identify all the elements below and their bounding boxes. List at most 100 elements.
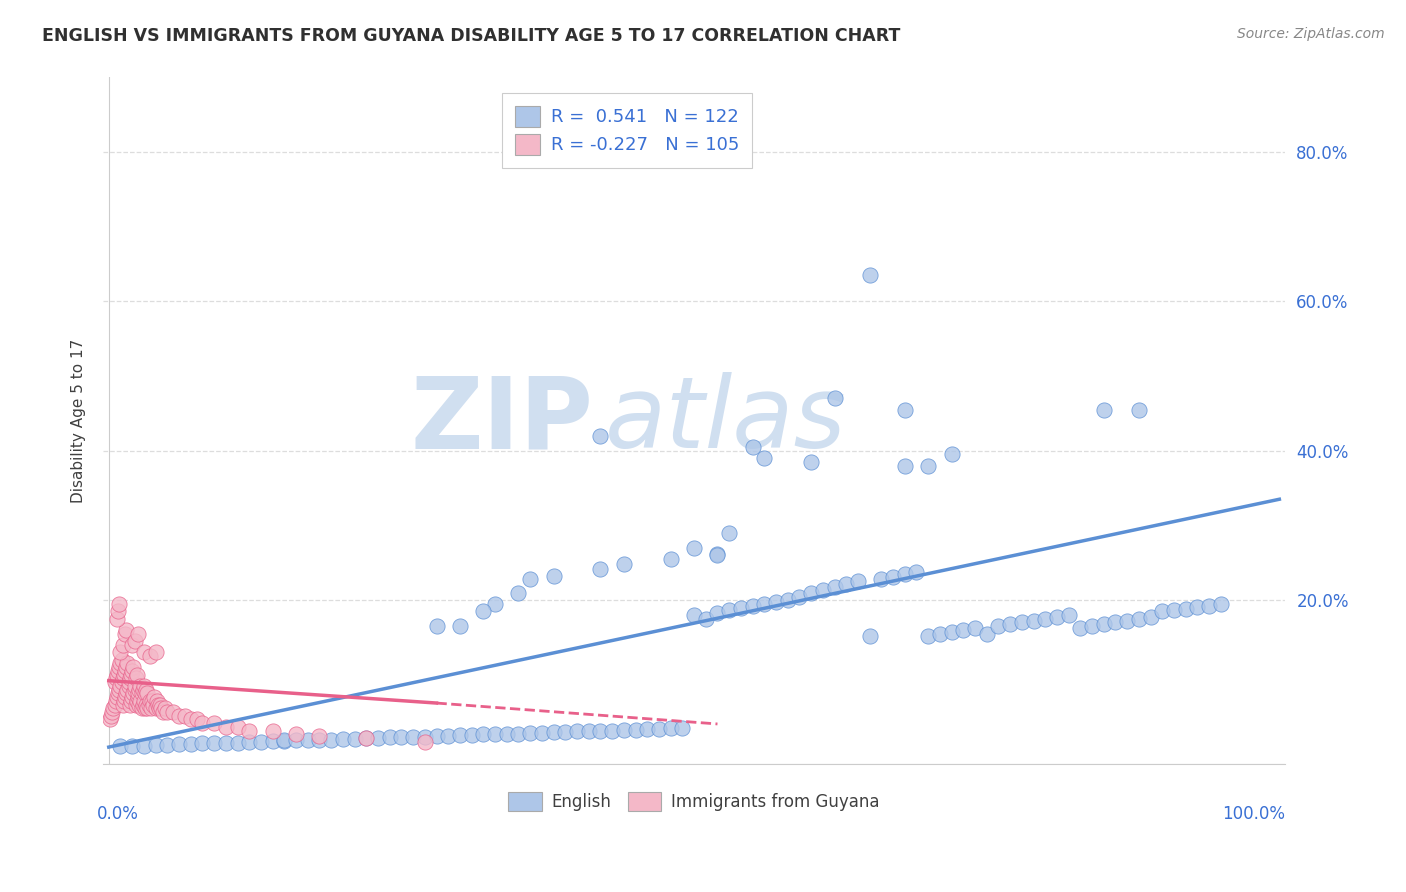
Point xyxy=(332,731,354,746)
Point xyxy=(115,660,138,674)
Point xyxy=(741,599,763,613)
Point xyxy=(132,679,155,693)
Point xyxy=(153,701,176,715)
Point xyxy=(285,733,308,747)
Point xyxy=(191,736,214,750)
Point xyxy=(105,690,128,704)
Point xyxy=(110,645,132,659)
Point xyxy=(100,708,122,723)
Point xyxy=(121,739,143,753)
Point xyxy=(145,701,167,715)
Point xyxy=(135,698,157,712)
Text: 0.0%: 0.0% xyxy=(97,805,139,823)
Point xyxy=(413,735,436,749)
Point xyxy=(297,733,319,747)
Point xyxy=(191,716,214,731)
Point xyxy=(917,458,939,473)
Point xyxy=(129,679,152,693)
Point xyxy=(508,585,530,599)
Point xyxy=(150,701,173,715)
Point xyxy=(117,682,139,697)
Point xyxy=(104,675,127,690)
Point xyxy=(124,682,146,697)
Point xyxy=(1057,607,1080,622)
Point xyxy=(811,583,834,598)
Point xyxy=(941,625,963,640)
Point xyxy=(115,623,138,637)
Point xyxy=(1128,402,1150,417)
Point xyxy=(180,737,202,751)
Point xyxy=(378,731,401,745)
Point xyxy=(565,724,588,739)
Point xyxy=(1139,610,1161,624)
Point xyxy=(108,597,131,611)
Point xyxy=(110,657,132,671)
Point xyxy=(117,657,139,671)
Point xyxy=(941,447,963,461)
Point xyxy=(108,660,131,674)
Point xyxy=(800,455,823,469)
Point xyxy=(589,429,612,443)
Point xyxy=(484,727,506,741)
Point xyxy=(120,667,142,681)
Point xyxy=(894,402,917,417)
Point xyxy=(905,565,928,579)
Point xyxy=(472,604,495,618)
Point xyxy=(484,597,506,611)
Point xyxy=(141,694,163,708)
Point xyxy=(589,562,612,576)
Point xyxy=(987,619,1010,633)
Point xyxy=(554,725,576,739)
Point xyxy=(118,672,141,686)
Point xyxy=(343,731,366,746)
Point xyxy=(136,686,159,700)
Point xyxy=(146,698,169,712)
Text: ZIP: ZIP xyxy=(411,372,593,469)
Point xyxy=(238,735,260,749)
Point xyxy=(132,694,155,708)
Point xyxy=(121,638,143,652)
Point xyxy=(1163,603,1185,617)
Point xyxy=(129,694,152,708)
Point xyxy=(636,722,658,736)
Point xyxy=(107,604,129,618)
Point xyxy=(125,698,148,712)
Point xyxy=(449,728,471,742)
Point xyxy=(111,698,134,712)
Point xyxy=(156,738,179,752)
Point xyxy=(122,660,145,674)
Point xyxy=(134,701,156,715)
Point xyxy=(118,675,141,690)
Point xyxy=(1128,612,1150,626)
Point xyxy=(402,730,425,744)
Point xyxy=(202,736,225,750)
Point xyxy=(659,552,682,566)
Point xyxy=(124,679,146,693)
Point xyxy=(530,726,553,740)
Point xyxy=(730,601,752,615)
Point xyxy=(1092,402,1115,417)
Point xyxy=(543,725,565,739)
Point xyxy=(138,648,160,663)
Point xyxy=(125,667,148,681)
Point xyxy=(963,621,986,635)
Point xyxy=(105,612,128,626)
Point xyxy=(215,736,238,750)
Point xyxy=(122,686,145,700)
Point xyxy=(1209,597,1232,611)
Text: ENGLISH VS IMMIGRANTS FROM GUYANA DISABILITY AGE 5 TO 17 CORRELATION CHART: ENGLISH VS IMMIGRANTS FROM GUYANA DISABI… xyxy=(42,27,901,45)
Point xyxy=(148,701,170,715)
Point xyxy=(859,629,882,643)
Point xyxy=(152,705,174,719)
Point xyxy=(238,723,260,738)
Point xyxy=(449,619,471,633)
Point xyxy=(262,723,284,738)
Point xyxy=(273,733,295,747)
Point xyxy=(115,686,138,700)
Point xyxy=(114,664,136,678)
Point xyxy=(356,731,378,746)
Point xyxy=(138,694,160,708)
Point xyxy=(107,664,129,678)
Point xyxy=(706,548,728,562)
Point xyxy=(308,729,330,743)
